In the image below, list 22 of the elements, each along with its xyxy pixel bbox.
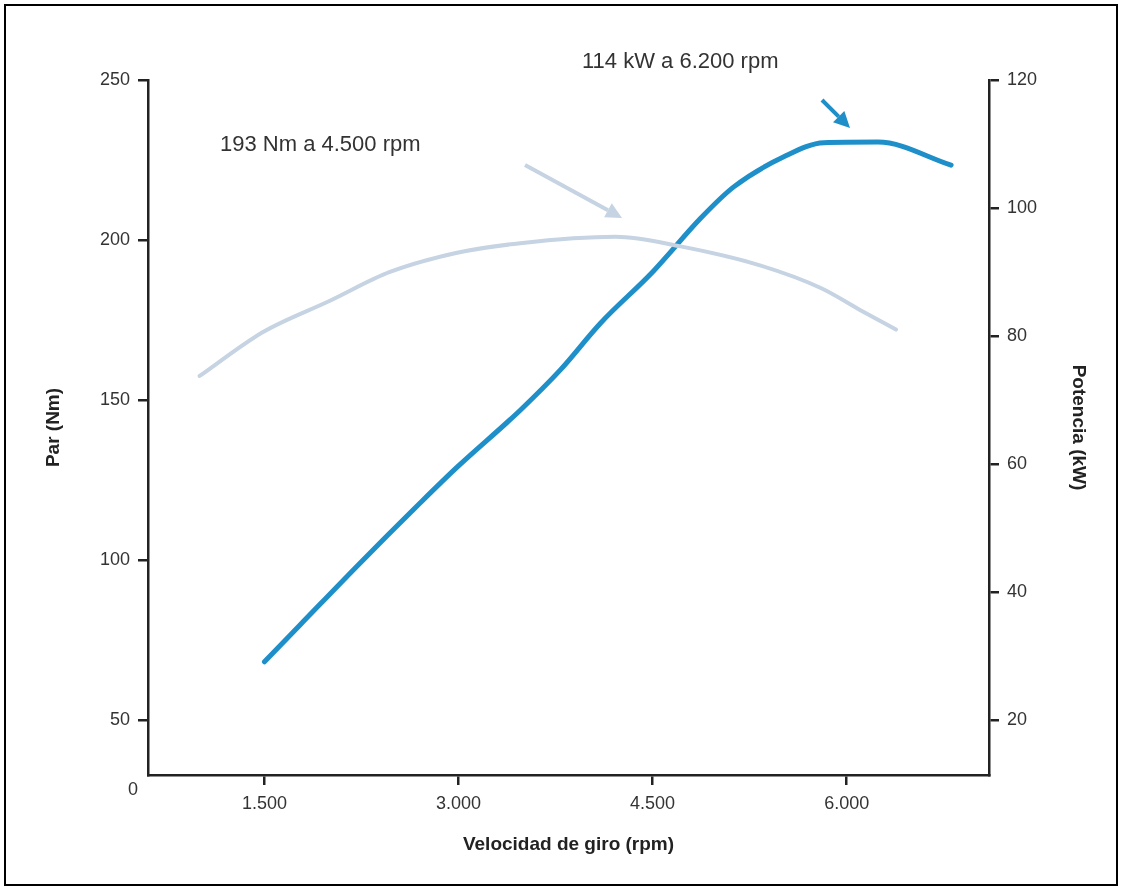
x-tick-label: 3.000 — [436, 792, 482, 813]
x-tick-label: 4.500 — [630, 792, 676, 813]
y-axis-title: Par (Nm) — [41, 387, 63, 468]
y2-tick-label: 40 — [1007, 580, 1028, 601]
y2-tick-label: 120 — [1007, 68, 1038, 89]
text: 0 — [127, 778, 139, 799]
text: 114 kW a 6.200 rpm — [582, 48, 779, 74]
annotation: 193 Nm a 4.500 rpm — [220, 131, 421, 157]
y2-tick-label: 80 — [1007, 324, 1028, 345]
line-series — [197, 234, 898, 378]
y2-tick-label: 100 — [1007, 196, 1038, 217]
y-tick-label: 100 — [99, 548, 130, 569]
y2-tick-label: 60 — [1007, 452, 1028, 473]
y2-axis-title: Potencia (kW) — [1069, 364, 1091, 491]
y-tick-label: 200 — [99, 228, 130, 249]
y-tick-label: 150 — [99, 388, 130, 409]
y2-tick-label: 20 — [1007, 708, 1028, 729]
y-tick-label: 250 — [99, 68, 130, 89]
x-tick-label: 1.500 — [241, 792, 287, 813]
y-tick-label: 50 — [109, 708, 130, 729]
x-axis-title: Velocidad de giro (rpm) — [462, 832, 675, 854]
x-tick-label: 6.000 — [824, 792, 870, 813]
